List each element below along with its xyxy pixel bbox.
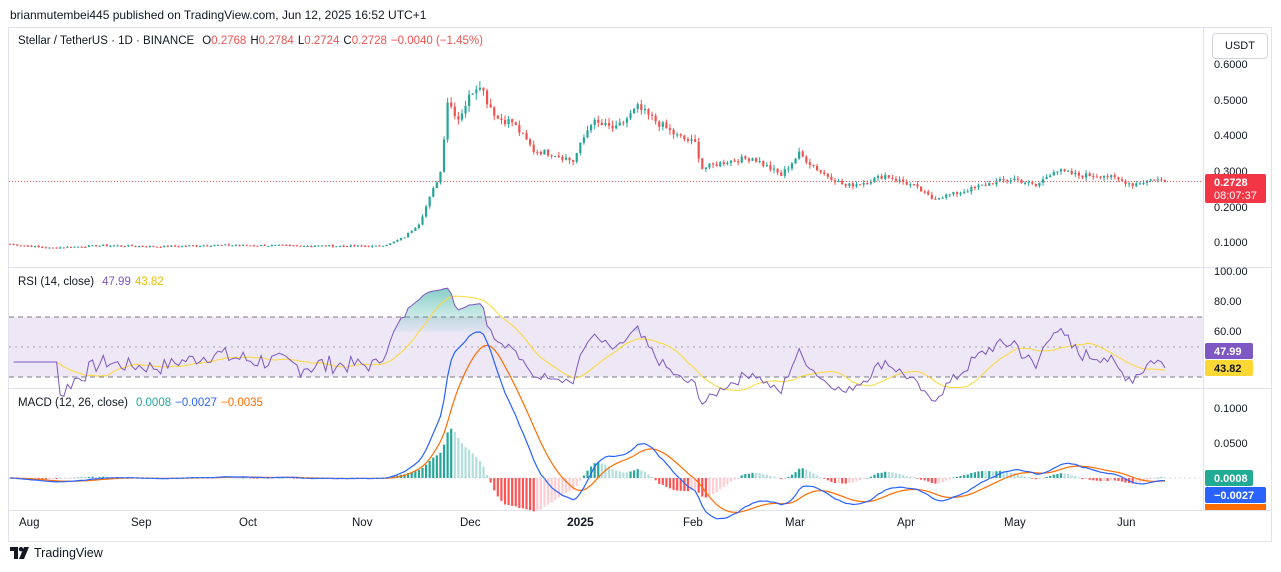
currency-button[interactable]: USDT bbox=[1212, 33, 1268, 59]
tradingview-logo[interactable]: TradingView bbox=[10, 546, 103, 560]
rsi-title[interactable]: RSI (14, close) bbox=[18, 276, 95, 288]
symbol-name[interactable]: Stellar / TetherUS · 1D · BINANCE bbox=[18, 35, 195, 47]
publisher-line: brianmutembei445 published on TradingVie… bbox=[10, 8, 427, 22]
low-label: L bbox=[297, 35, 305, 47]
rsi-ma-value: 43.82 bbox=[134, 276, 164, 288]
rsi-legend: RSI (14, close) 47.99 43.82 bbox=[18, 276, 168, 288]
high-value: 0.2784 bbox=[258, 35, 294, 47]
macd-hist-value: 0.0008 bbox=[135, 397, 172, 409]
change-value: −0.0040 (−1.45%) bbox=[390, 35, 483, 47]
close-label: C bbox=[343, 35, 352, 47]
open-value: 0.2768 bbox=[211, 35, 247, 47]
macd-value: −0.0027 bbox=[175, 397, 218, 409]
brand-name: TradingView bbox=[34, 546, 103, 560]
high-label: H bbox=[250, 35, 259, 47]
rsi-value: 47.99 bbox=[102, 276, 131, 288]
open-label: O bbox=[202, 35, 212, 47]
macd-legend: MACD (12, 26, close) 0.0008 −0.0027 −0.0035 bbox=[18, 397, 267, 409]
symbol-legend: Stellar / TetherUS · 1D · BINANCE O0.2768… bbox=[18, 35, 487, 47]
low-value: 0.2724 bbox=[304, 35, 340, 47]
tradingview-logo-icon bbox=[10, 547, 29, 559]
macd-title[interactable]: MACD (12, 26, close) bbox=[18, 397, 128, 409]
chart-frame bbox=[8, 27, 1272, 542]
close-value: 0.2728 bbox=[351, 35, 387, 47]
macd-signal-value: −0.0035 bbox=[221, 397, 263, 409]
